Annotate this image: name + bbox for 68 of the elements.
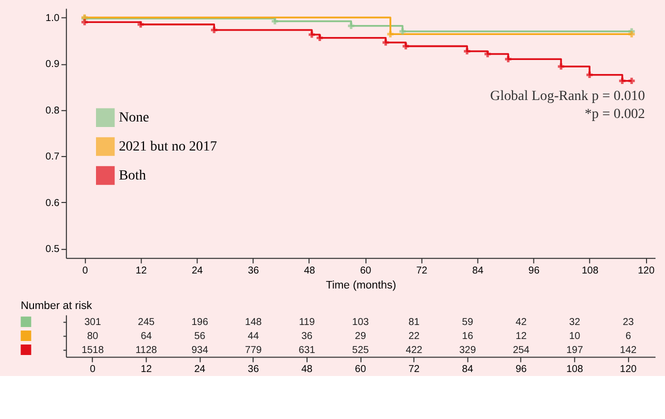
x-tick-label: 96 [516,364,528,376]
data-label: 42 [516,316,528,328]
data-label: 119 [298,316,316,328]
data-label: 59 [462,316,474,328]
y-tick-label: 0.5 [46,244,60,256]
data-label: 148 [245,316,262,328]
data-label: 1518 [82,344,104,356]
data-label: 631 [298,344,316,356]
x-tick-label: 84 [462,364,474,376]
x-tick-label: 60 [360,265,372,276]
x-tick-label: 0 [82,265,88,276]
x-tick-label: 84 [472,265,484,276]
x-tick-label: 12 [140,364,152,376]
y-tick-label: 0.9 [46,59,60,70]
x-tick-label: 24 [194,364,206,376]
data-label: 197 [566,344,584,356]
data-label: 56 [194,330,206,342]
x-tick-label: 24 [192,265,204,276]
data-label: 196 [191,316,209,328]
y-tick-label: 0.8 [46,105,60,116]
y-tick-label: 0.7 [46,152,60,163]
annotation: Global Log-Rank p = 0.010 [490,89,646,104]
x-tick-label: 36 [248,265,260,276]
data-label: 6 [625,330,632,342]
annotation: *p = 0.002 [584,107,646,122]
data-label: 779 [245,344,262,356]
x-tick-label: 48 [301,364,313,376]
data-label: 22 [408,330,420,342]
x-tick-label: 72 [416,265,428,276]
x-tick-label: 48 [304,265,316,276]
data-label: 81 [408,316,420,328]
data-label: 934 [191,344,209,356]
data-label: 44 [248,330,260,342]
x-tick-label: 120 [638,265,655,276]
data-label: 23 [622,316,634,328]
y-tick-label: 1.0 [46,13,60,24]
data-label: 16 [462,330,474,342]
data-label: 10 [569,330,581,342]
x-tick-label: 108 [566,364,584,376]
data-label: 103 [352,316,370,328]
x-tick-label: 72 [408,364,420,376]
data-label: 142 [620,344,638,356]
data-label: 1128 [136,344,158,356]
x-tick-label: 36 [248,364,260,376]
chart-title: Number at risk [20,300,93,312]
x-tick-label: 96 [528,265,540,276]
data-label: 329 [459,344,476,356]
legend-label: None [118,110,150,126]
x-tick-label: 120 [620,364,638,376]
x-tick-label: 60 [354,364,366,376]
data-label: 525 [352,344,370,356]
data-label: 254 [512,344,530,356]
data-label: 301 [84,316,102,328]
data-label: 245 [138,316,156,328]
data-label: 32 [569,316,581,328]
data-label: 64 [140,330,152,342]
legend-label: Both [118,168,146,184]
data-label: 12 [516,330,528,342]
x-tick-label: 0 [90,364,96,376]
data-label: 36 [301,330,313,342]
x-tick-label: 108 [582,265,599,276]
x-axis-title: Time (months) [326,279,396,292]
data-label: 80 [87,330,99,342]
y-tick-label: 0.6 [46,198,60,209]
legend-label: 2021 but no 2017 [118,140,218,155]
x-tick-label: 12 [136,265,148,276]
data-label: 422 [406,344,423,356]
data-label: 29 [354,330,366,342]
